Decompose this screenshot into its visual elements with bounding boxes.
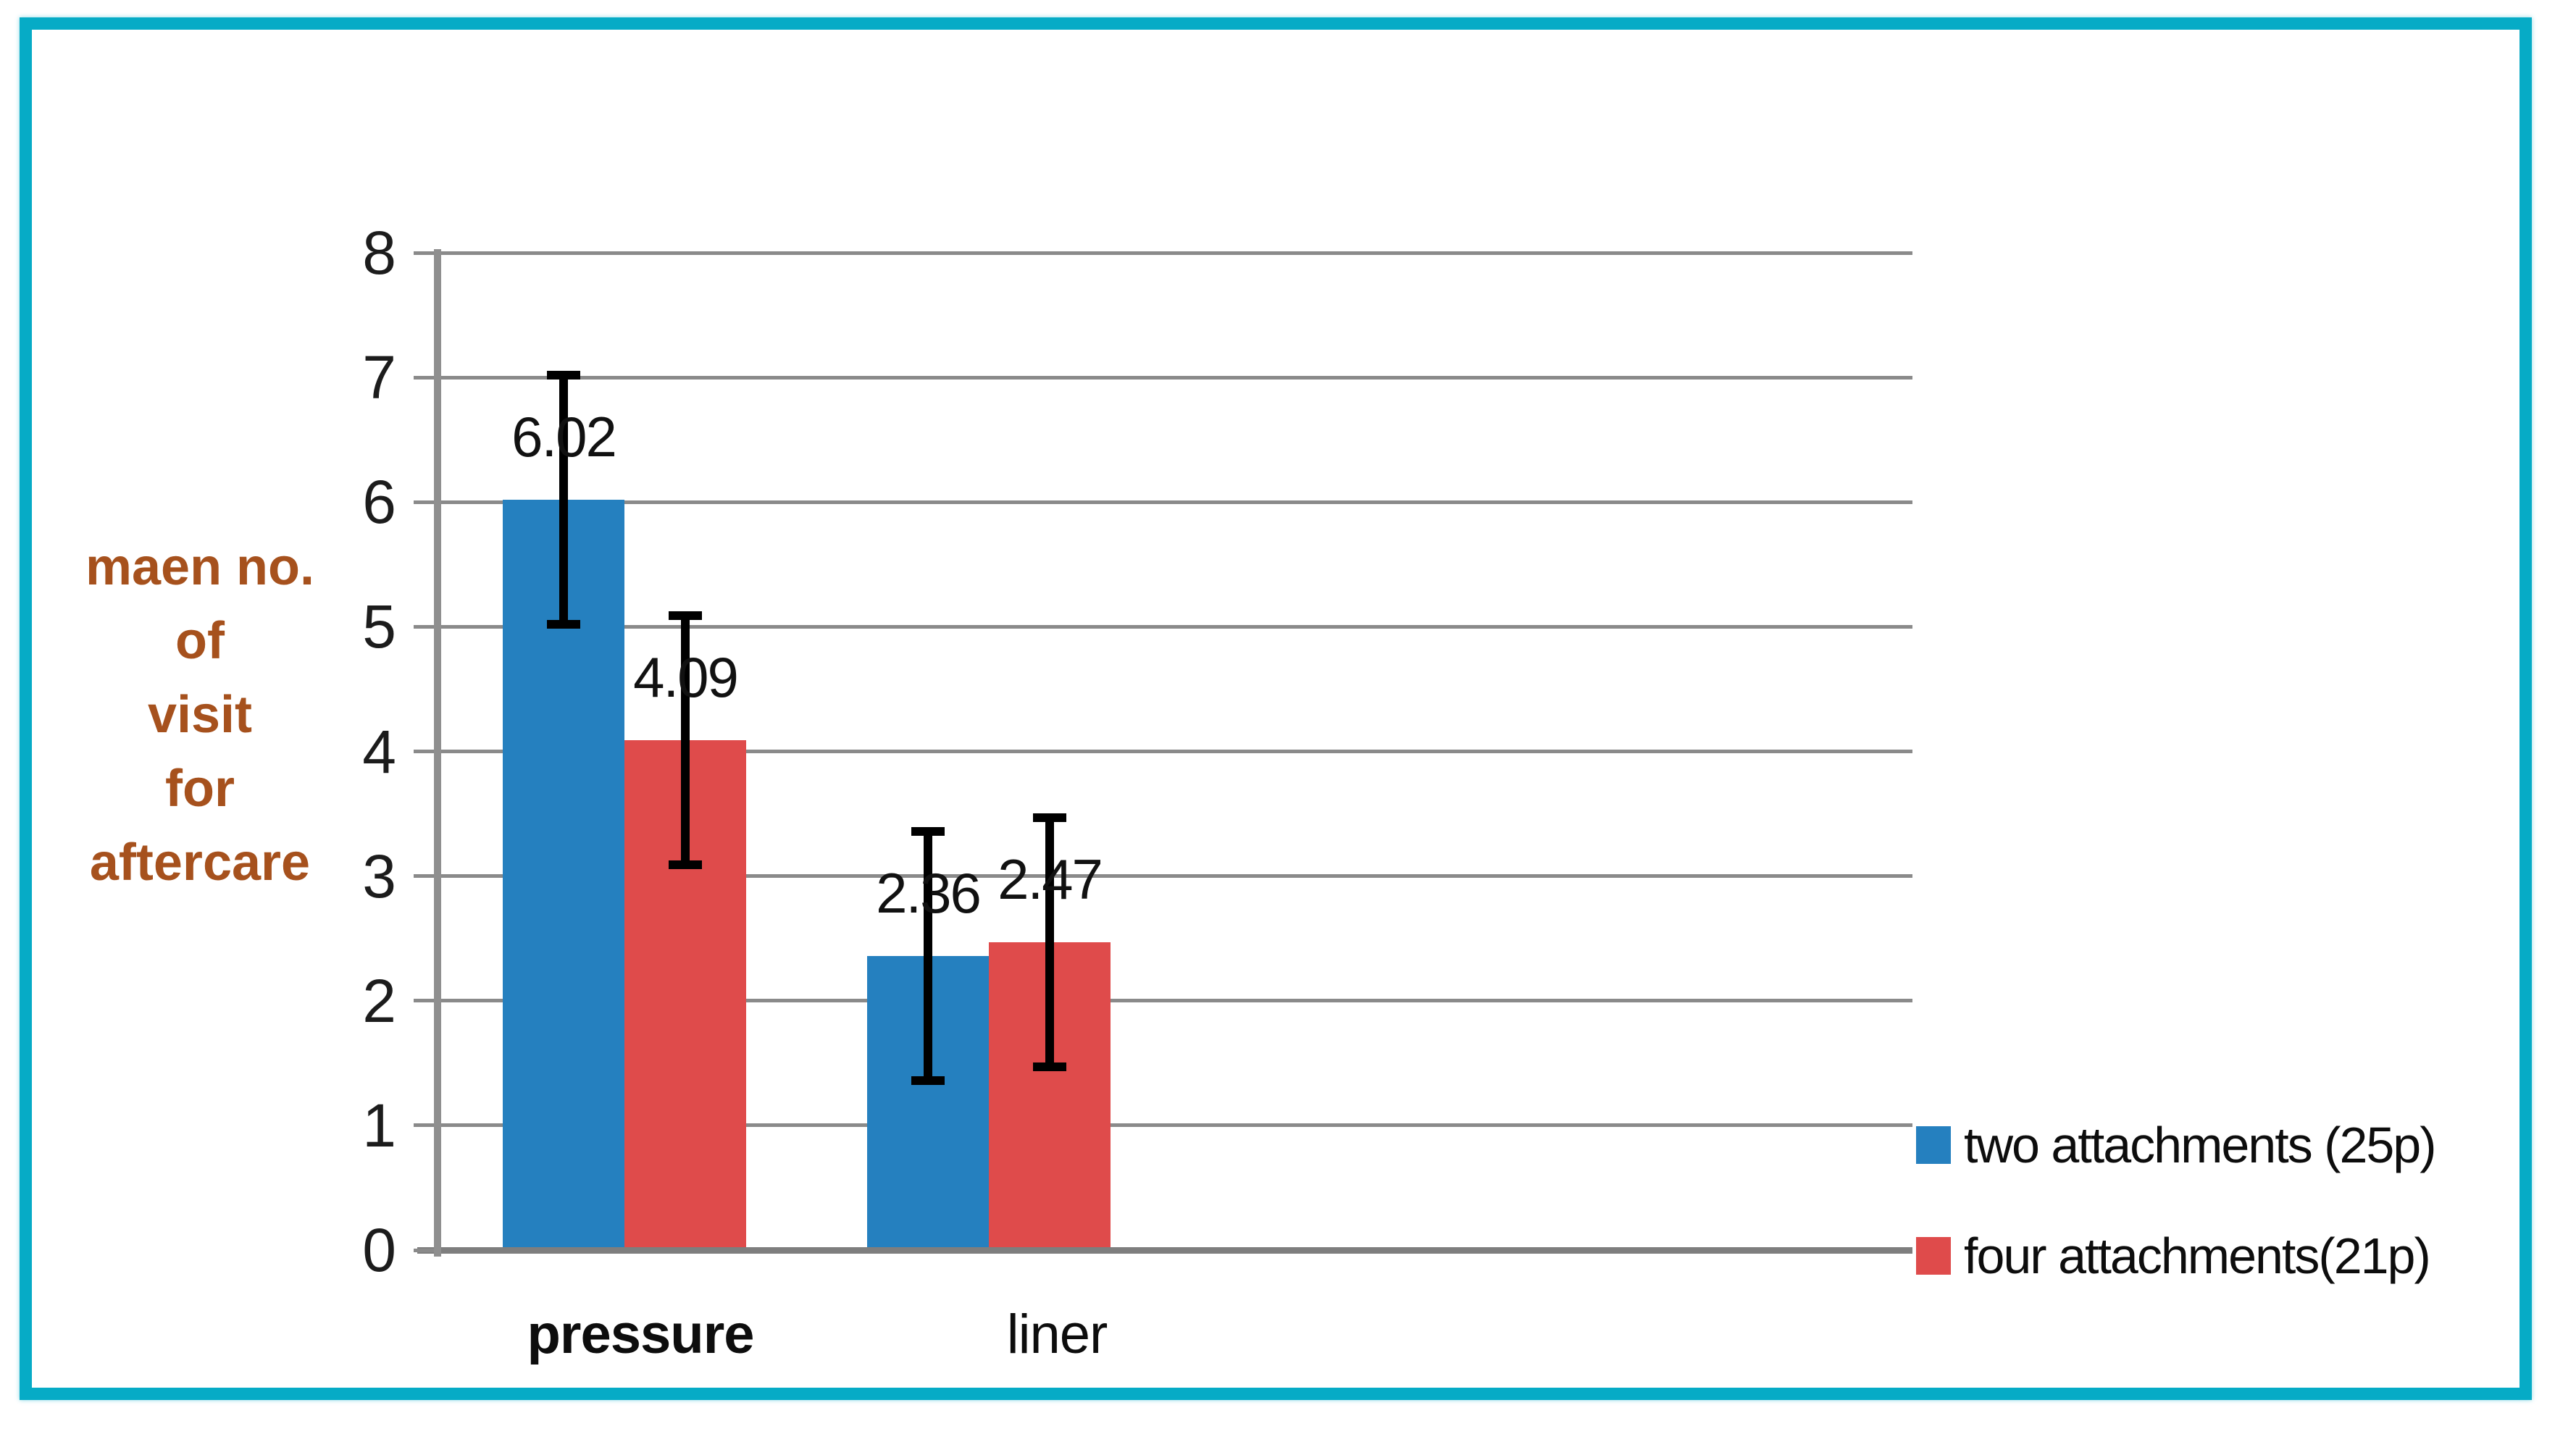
legend-label: two attachments (25p): [1964, 1117, 2437, 1173]
y-axis-tick: [414, 251, 434, 255]
y-axis-tick: [414, 999, 434, 1003]
y-tick-label: 0: [362, 1216, 396, 1284]
data-label: 4.09: [633, 645, 739, 709]
error-bar-top-cap: [547, 370, 580, 380]
y-axis-tick: [414, 1248, 434, 1252]
y-axis-tick: [414, 1123, 434, 1128]
y-axis-tick: [414, 375, 434, 380]
gridline-y6: [438, 500, 1912, 504]
error-bar-bottom-cap: [911, 1076, 945, 1085]
y-axis-tick: [414, 624, 434, 629]
y-tick-label: 8: [362, 219, 396, 287]
y-tick-label: 6: [362, 468, 396, 537]
error-bar-top-cap: [669, 611, 702, 620]
gridline-y1: [438, 1123, 1912, 1128]
y-axis-tick: [414, 874, 434, 879]
y-tick-label: 2: [362, 966, 396, 1035]
y-tick-label: 4: [362, 717, 396, 786]
y-tick-label: 5: [362, 592, 396, 661]
gridline-y8: [438, 251, 1912, 255]
legend-swatch-blue: [1916, 1126, 1951, 1164]
y-axis-title: maen no. of visit for aftercare: [85, 538, 315, 892]
chart-border-frame: [20, 17, 2532, 1400]
error-bar-bottom-cap: [547, 619, 580, 629]
gridline-y7: [438, 375, 1912, 380]
data-label: 2.47: [998, 847, 1103, 911]
error-bar: [681, 615, 690, 865]
gridline-y5: [438, 624, 1912, 629]
y-tick-label: 7: [362, 343, 396, 412]
error-bar: [924, 831, 932, 1081]
error-bar: [1045, 817, 1054, 1067]
error-bar-bottom-cap: [1033, 1062, 1066, 1071]
error-bar-bottom-cap: [669, 860, 702, 870]
gridline-y2: [438, 999, 1912, 1003]
x-category-label-liner: liner: [1006, 1304, 1108, 1365]
error-bar: [559, 374, 568, 624]
y-tick-label: 3: [362, 842, 396, 910]
x-axis-line: [417, 1247, 1912, 1254]
gridline-y3: [438, 874, 1912, 879]
data-label: 6.02: [511, 404, 617, 469]
legend-item-four-attachments: four attachments(21p): [1916, 1228, 2431, 1284]
error-bar-top-cap: [911, 826, 945, 836]
y-axis-line: [434, 249, 441, 1257]
legend-swatch-red: [1916, 1237, 1951, 1275]
data-label: 2.36: [876, 860, 982, 925]
gridline-y4: [438, 750, 1912, 753]
error-bar-top-cap: [1033, 813, 1066, 822]
x-category-label-pressure: pressure: [527, 1304, 754, 1365]
legend-item-two-attachments: two attachments (25p): [1916, 1117, 2437, 1173]
legend-label: four attachments(21p): [1964, 1228, 2431, 1284]
y-axis-tick: [414, 750, 434, 753]
y-tick-label: 1: [362, 1091, 396, 1160]
y-axis-tick: [414, 500, 434, 504]
